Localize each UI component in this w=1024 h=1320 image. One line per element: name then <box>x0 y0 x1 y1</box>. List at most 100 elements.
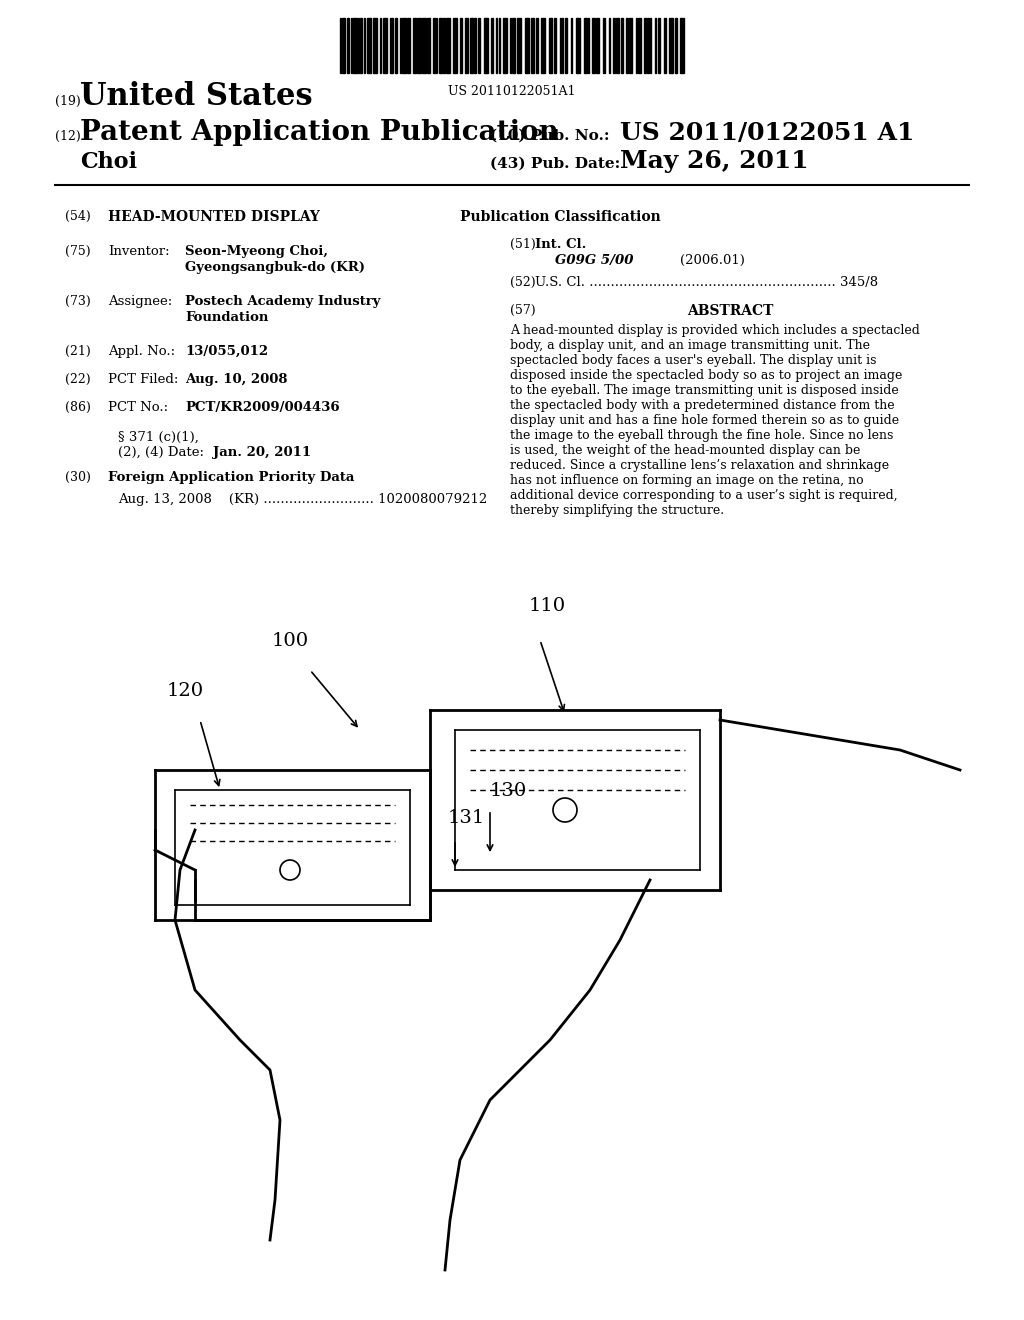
Bar <box>517 18 521 73</box>
Bar <box>658 18 660 73</box>
Bar <box>616 18 620 73</box>
Text: thereby simplifying the structure.: thereby simplifying the structure. <box>510 504 724 517</box>
Text: Seon-Myeong Choi,: Seon-Myeong Choi, <box>185 246 328 257</box>
Text: 131: 131 <box>449 809 485 828</box>
Text: Patent Application Publication: Patent Application Publication <box>80 119 559 147</box>
Bar <box>470 18 473 73</box>
Bar <box>629 18 632 73</box>
Text: May 26, 2011: May 26, 2011 <box>620 149 809 173</box>
Text: PCT/KR2009/004436: PCT/KR2009/004436 <box>185 401 340 414</box>
Bar <box>669 18 673 73</box>
Bar <box>664 18 666 73</box>
Bar <box>438 18 441 73</box>
Text: Publication Classification: Publication Classification <box>460 210 660 224</box>
Text: (57): (57) <box>510 304 536 317</box>
Text: Assignee:: Assignee: <box>108 294 172 308</box>
Text: spectacled body faces a user's eyeball. The display unit is: spectacled body faces a user's eyeball. … <box>510 354 877 367</box>
Text: 100: 100 <box>271 632 308 649</box>
Text: (86): (86) <box>65 401 91 414</box>
Text: G09G 5/00: G09G 5/00 <box>555 253 634 267</box>
Bar <box>613 18 615 73</box>
Text: is used, the weight of the head-mounted display can be: is used, the weight of the head-mounted … <box>510 444 860 457</box>
Text: PCT Filed:: PCT Filed: <box>108 374 178 385</box>
Bar <box>433 18 435 73</box>
Bar <box>465 18 468 73</box>
Bar <box>647 18 649 73</box>
Text: display unit and has a fine hole formed therein so as to guide: display unit and has a fine hole formed … <box>510 414 899 426</box>
Text: U.S. Cl. .......................................................... 345/8: U.S. Cl. ...............................… <box>535 276 879 289</box>
Text: the image to the eyeball through the fine hole. Since no lens: the image to the eyeball through the fin… <box>510 429 893 442</box>
Text: United States: United States <box>80 81 312 112</box>
Bar <box>592 18 595 73</box>
Bar <box>353 18 357 73</box>
Bar <box>490 18 493 73</box>
Text: the spectacled body with a predetermined distance from the: the spectacled body with a predetermined… <box>510 399 895 412</box>
Bar <box>422 18 426 73</box>
Bar <box>675 18 677 73</box>
Bar <box>395 18 397 73</box>
Text: Aug. 10, 2008: Aug. 10, 2008 <box>185 374 288 385</box>
Text: Gyeongsangbuk-do (KR): Gyeongsangbuk-do (KR) <box>185 261 365 275</box>
Bar <box>644 18 646 73</box>
Bar <box>477 18 479 73</box>
Bar <box>453 18 457 73</box>
Bar <box>407 18 410 73</box>
Text: Foundation: Foundation <box>185 312 268 323</box>
Bar <box>460 18 462 73</box>
Text: ABSTRACT: ABSTRACT <box>687 304 773 318</box>
Text: (10) Pub. No.:: (10) Pub. No.: <box>490 129 609 143</box>
Text: Aug. 13, 2008    (KR) .......................... 1020080079212: Aug. 13, 2008 (KR) .....................… <box>118 492 487 506</box>
Text: body, a display unit, and an image transmitting unit. The: body, a display unit, and an image trans… <box>510 339 870 352</box>
Bar <box>680 18 684 73</box>
Text: (54): (54) <box>65 210 91 223</box>
Text: (52): (52) <box>510 276 536 289</box>
Text: 120: 120 <box>167 682 204 700</box>
Text: US 20110122051A1: US 20110122051A1 <box>449 84 575 98</box>
Text: (2), (4) Date:: (2), (4) Date: <box>118 446 204 459</box>
Text: has not influence on forming an image on the retina, no: has not influence on forming an image on… <box>510 474 863 487</box>
Text: Postech Academy Industry: Postech Academy Industry <box>185 294 381 308</box>
Bar <box>342 18 345 73</box>
Bar <box>390 18 393 73</box>
Text: to the eyeball. The image transmitting unit is disposed inside: to the eyeball. The image transmitting u… <box>510 384 899 397</box>
Bar <box>512 18 515 73</box>
Text: HEAD-MOUNTED DISPLAY: HEAD-MOUNTED DISPLAY <box>108 210 319 224</box>
Bar <box>347 18 349 73</box>
Bar <box>554 18 556 73</box>
Text: (12): (12) <box>55 129 81 143</box>
Bar <box>503 18 507 73</box>
Text: Jan. 20, 2011: Jan. 20, 2011 <box>213 446 311 459</box>
Text: Choi: Choi <box>80 150 137 173</box>
Text: Appl. No.:: Appl. No.: <box>108 345 175 358</box>
Bar <box>442 18 444 73</box>
Bar <box>603 18 605 73</box>
Text: (30): (30) <box>65 471 91 484</box>
Bar <box>525 18 529 73</box>
Text: reduced. Since a crystalline lens’s relaxation and shrinkage: reduced. Since a crystalline lens’s rela… <box>510 459 889 473</box>
Bar <box>550 18 552 73</box>
Text: (73): (73) <box>65 294 91 308</box>
Bar <box>383 18 387 73</box>
Bar <box>401 18 406 73</box>
Text: (43) Pub. Date:: (43) Pub. Date: <box>490 157 621 172</box>
Text: Foreign Application Priority Data: Foreign Application Priority Data <box>108 471 354 484</box>
Text: Inventor:: Inventor: <box>108 246 170 257</box>
Bar <box>585 18 588 73</box>
Bar <box>596 18 599 73</box>
Bar <box>622 18 624 73</box>
Text: (21): (21) <box>65 345 91 358</box>
Bar <box>542 18 546 73</box>
Text: 13/055,012: 13/055,012 <box>185 345 268 358</box>
Bar <box>417 18 421 73</box>
Text: 130: 130 <box>490 781 527 800</box>
Bar <box>638 18 641 73</box>
Text: 110: 110 <box>528 597 565 615</box>
Bar <box>577 18 581 73</box>
Text: (51): (51) <box>510 238 536 251</box>
Bar <box>373 18 377 73</box>
Text: § 371 (c)(1),: § 371 (c)(1), <box>118 432 199 444</box>
Bar <box>360 18 361 73</box>
Bar <box>483 18 487 73</box>
Text: US 2011/0122051 A1: US 2011/0122051 A1 <box>620 121 914 145</box>
Bar <box>626 18 628 73</box>
